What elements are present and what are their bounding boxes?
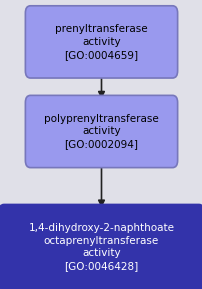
FancyBboxPatch shape xyxy=(0,205,202,289)
FancyBboxPatch shape xyxy=(25,6,177,78)
Text: prenyltransferase
activity
[GO:0004659]: prenyltransferase activity [GO:0004659] xyxy=(55,24,147,60)
FancyBboxPatch shape xyxy=(25,95,177,168)
Text: 1,4-dihydroxy-2-naphthoate
octaprenyltransferase
activity
[GO:0046428]: 1,4-dihydroxy-2-naphthoate octaprenyltra… xyxy=(28,223,174,271)
Text: polyprenyltransferase
activity
[GO:0002094]: polyprenyltransferase activity [GO:00020… xyxy=(44,114,158,149)
